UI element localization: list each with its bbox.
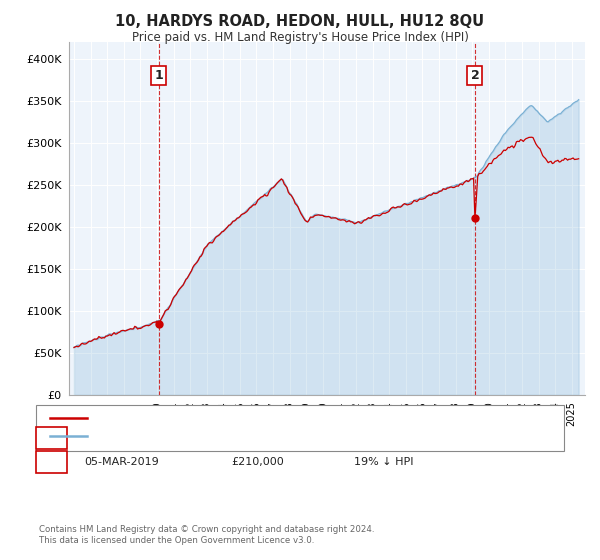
- Text: £210,000: £210,000: [231, 457, 284, 467]
- Text: 1: 1: [47, 431, 56, 445]
- Text: Contains HM Land Registry data © Crown copyright and database right 2024.
This d: Contains HM Land Registry data © Crown c…: [39, 525, 374, 545]
- Text: 10, HARDYS ROAD, HEDON, HULL, HU12 8QU: 10, HARDYS ROAD, HEDON, HULL, HU12 8QU: [115, 14, 485, 29]
- Text: Price paid vs. HM Land Registry's House Price Index (HPI): Price paid vs. HM Land Registry's House …: [131, 31, 469, 44]
- Text: 18-FEB-2000: 18-FEB-2000: [84, 433, 155, 443]
- Text: HPI: Average price, detached house, East Riding of Yorkshire: HPI: Average price, detached house, East…: [93, 431, 395, 441]
- Text: 10, HARDYS ROAD, HEDON, HULL, HU12 8QU (detached house): 10, HARDYS ROAD, HEDON, HULL, HU12 8QU (…: [93, 413, 409, 423]
- Text: ≈ HPI: ≈ HPI: [354, 433, 385, 443]
- Text: 1: 1: [155, 69, 163, 82]
- Text: 2: 2: [470, 69, 479, 82]
- Text: 19% ↓ HPI: 19% ↓ HPI: [354, 457, 413, 467]
- Text: £83,995: £83,995: [231, 433, 277, 443]
- Text: 2: 2: [47, 455, 56, 469]
- Text: 05-MAR-2019: 05-MAR-2019: [84, 457, 159, 467]
